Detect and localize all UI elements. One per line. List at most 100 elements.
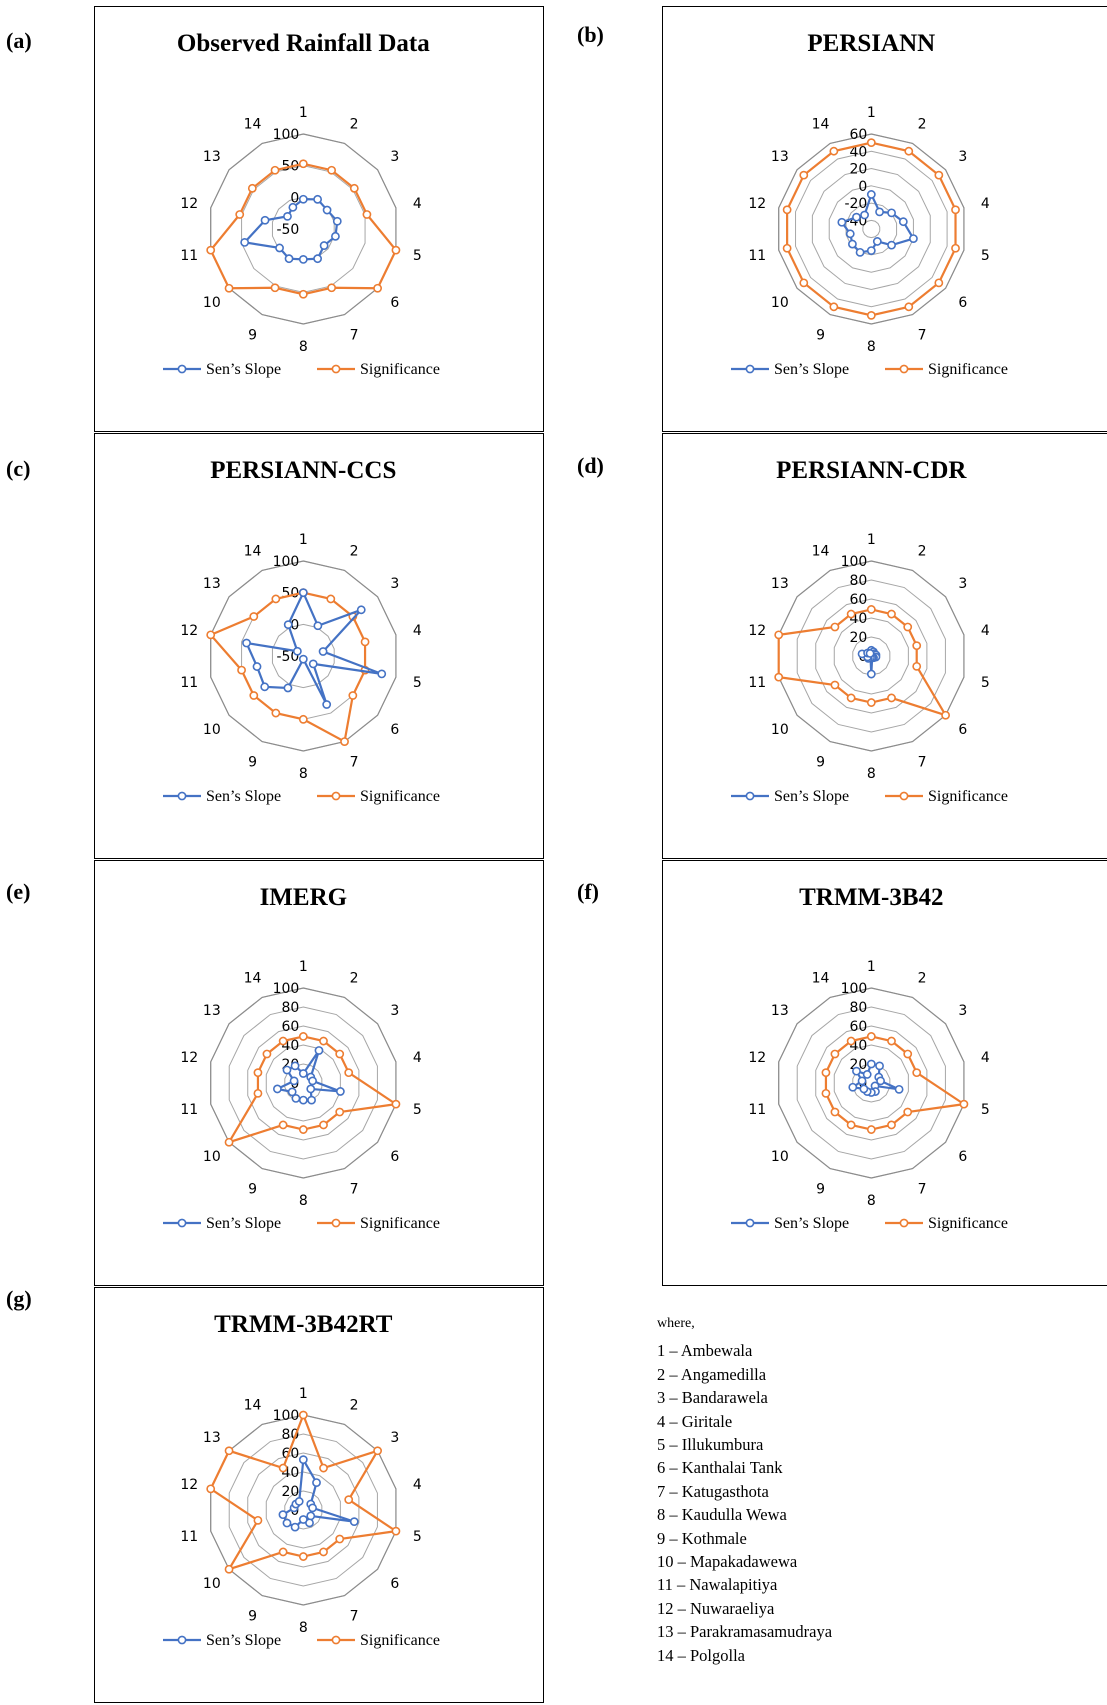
station-key-item: 10 – Mapakadawewa bbox=[657, 1552, 798, 1572]
category-label: 1 bbox=[867, 532, 876, 548]
category-label: 2 bbox=[350, 117, 359, 133]
significance-point bbox=[247, 183, 257, 193]
sens-slope-point bbox=[852, 1066, 861, 1076]
category-label: 14 bbox=[812, 971, 830, 987]
significance-point bbox=[846, 609, 856, 619]
grid-ring bbox=[815, 1025, 928, 1141]
legend-marker bbox=[331, 1218, 341, 1228]
sens-slope-point bbox=[866, 669, 876, 679]
grid-ring bbox=[265, 1471, 341, 1549]
sens-slope-point bbox=[288, 202, 298, 212]
significance-point bbox=[319, 1463, 328, 1473]
significance-point bbox=[253, 1515, 263, 1525]
significance-point bbox=[362, 210, 372, 219]
significance-point bbox=[829, 302, 839, 312]
sens-slope-point bbox=[282, 1065, 292, 1075]
significance-point bbox=[335, 1534, 345, 1544]
significance-point bbox=[271, 708, 281, 718]
legend-significance: Significance bbox=[317, 1632, 440, 1649]
category-label: 12 bbox=[748, 623, 766, 639]
category-label: 6 bbox=[390, 295, 399, 311]
category-label: 8 bbox=[299, 766, 308, 782]
category-label: 11 bbox=[748, 675, 766, 691]
category-label: 3 bbox=[390, 1430, 399, 1446]
category-label: 10 bbox=[771, 722, 789, 738]
category-label: 6 bbox=[390, 722, 399, 738]
station-key-item: 12 – Nuwaraeliya bbox=[657, 1598, 775, 1618]
category-label: 6 bbox=[390, 1576, 399, 1592]
significance-point bbox=[866, 698, 876, 707]
significance-point bbox=[903, 1049, 913, 1059]
grid-ring bbox=[284, 1490, 323, 1530]
significance-point bbox=[887, 693, 896, 703]
sens-slope-point bbox=[356, 605, 366, 615]
category-label: 10 bbox=[771, 295, 789, 311]
significance-point bbox=[866, 605, 876, 614]
tick-label: 60 bbox=[281, 1019, 299, 1035]
significance-point bbox=[206, 1484, 216, 1494]
category-label: 1 bbox=[299, 1386, 308, 1402]
sens-slope-point bbox=[287, 1087, 297, 1097]
tick-label: 80 bbox=[849, 573, 867, 589]
significance-point bbox=[224, 1564, 234, 1574]
panel-label-c: (c) bbox=[6, 456, 31, 481]
significance-point bbox=[298, 714, 308, 724]
significance-point bbox=[327, 165, 337, 175]
legend-significance: Significance bbox=[885, 1215, 1008, 1232]
radar-chart: IMERG0204060801001234567891011121314Sen’… bbox=[163, 884, 440, 1232]
category-label: 7 bbox=[350, 1181, 359, 1197]
legend-sens-slope: Sen’s Slope bbox=[731, 361, 849, 378]
sens-slope-point bbox=[860, 210, 869, 220]
sens-slope-point bbox=[307, 1095, 316, 1105]
category-label: 14 bbox=[244, 1398, 262, 1414]
category-label: 2 bbox=[350, 971, 359, 987]
grid-ring bbox=[247, 1452, 360, 1568]
significance-point bbox=[903, 1107, 913, 1117]
grid-ring bbox=[271, 623, 335, 689]
sens-slope-point bbox=[240, 237, 250, 247]
station-key-item: 9 – Kothmale bbox=[657, 1528, 747, 1548]
sens-slope-point bbox=[290, 1522, 300, 1532]
legend-marker bbox=[331, 364, 341, 374]
legend-marker bbox=[177, 364, 187, 374]
significance-point bbox=[344, 1068, 354, 1078]
significance-point bbox=[348, 691, 358, 700]
grid-ring bbox=[241, 165, 366, 293]
significance-point bbox=[235, 210, 245, 219]
sens-slope-point bbox=[909, 234, 918, 244]
category-label: 11 bbox=[180, 1529, 198, 1545]
category-label: 10 bbox=[203, 1149, 221, 1165]
sens-slope-point bbox=[872, 237, 882, 246]
significance-point bbox=[335, 1049, 345, 1059]
significance-point bbox=[821, 1068, 831, 1078]
significance-point bbox=[270, 283, 280, 293]
station-key-item: 8 – Kaudulla Wewa bbox=[657, 1505, 787, 1525]
legend-label: Significance bbox=[928, 788, 1008, 805]
tick-label: 60 bbox=[849, 1019, 867, 1035]
category-label: 13 bbox=[771, 1003, 789, 1019]
legend-significance: Significance bbox=[885, 361, 1008, 378]
sens-slope-point bbox=[242, 638, 251, 648]
sens-slope-point bbox=[298, 1455, 308, 1465]
category-label: 11 bbox=[180, 675, 198, 691]
sens-slope-point bbox=[290, 1061, 300, 1071]
legend-label: Significance bbox=[360, 361, 440, 378]
category-label: 1 bbox=[299, 105, 308, 121]
category-label: 1 bbox=[299, 532, 308, 548]
sens-slope-point bbox=[278, 1510, 288, 1520]
radar-chart: Observed Rainfall Data-50050100123456789… bbox=[163, 30, 440, 378]
sens-slope-point bbox=[875, 1061, 884, 1071]
legend-significance: Significance bbox=[317, 1215, 440, 1232]
category-label: 5 bbox=[413, 675, 422, 691]
significance-point bbox=[360, 637, 370, 647]
tick-label: 80 bbox=[281, 1000, 299, 1016]
legend-label: Significance bbox=[360, 1632, 440, 1649]
significance-point bbox=[340, 737, 349, 746]
sens-slope-point bbox=[322, 205, 332, 215]
category-label: 12 bbox=[748, 1050, 766, 1066]
category-label: 9 bbox=[816, 327, 825, 343]
tick-label: -50 bbox=[276, 222, 299, 238]
category-label: 11 bbox=[180, 1102, 198, 1118]
tick-label: 100 bbox=[841, 981, 868, 997]
category-label: 8 bbox=[299, 1193, 308, 1209]
